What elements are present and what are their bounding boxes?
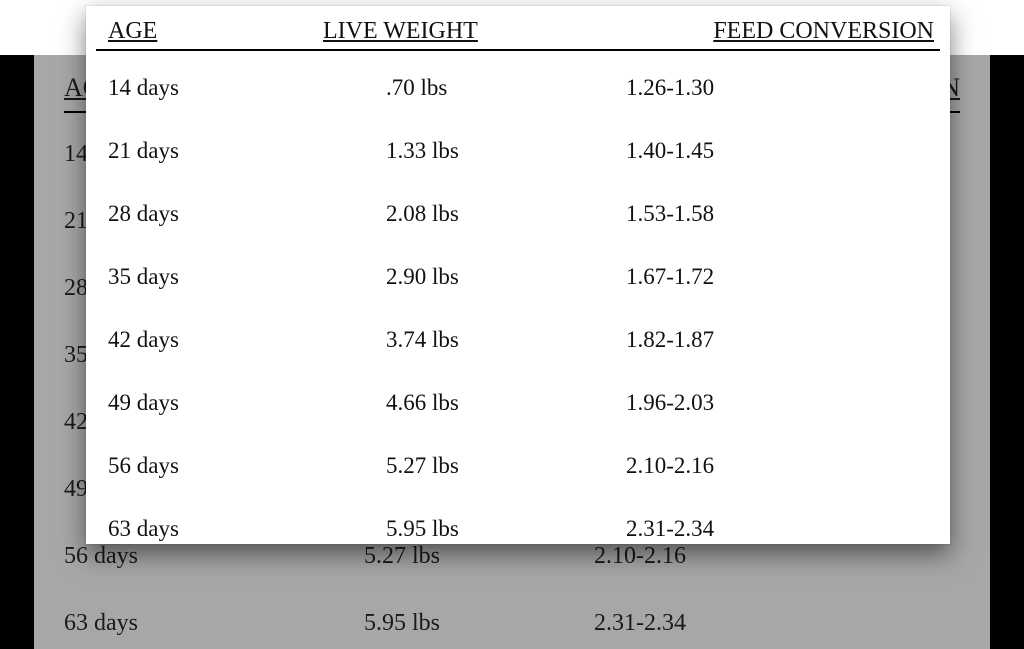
header-age: AGE [108, 18, 323, 45]
cell-weight: 2.90 lbs [386, 264, 626, 290]
cell-age: 56 days [108, 453, 386, 479]
header-rule [96, 49, 940, 51]
black-bar-right [990, 55, 1024, 649]
cell-weight: 1.33 lbs [386, 138, 626, 164]
cell-age: 42 days [108, 327, 386, 353]
cell-age: 49 days [108, 390, 386, 416]
header-weight: LIVE WEIGHT [323, 18, 603, 45]
table-row: 42 days 3.74 lbs 1.82-1.87 [108, 327, 934, 353]
bg-cell-conversion: 2.10-2.16 [594, 543, 960, 570]
cell-age: 21 days [108, 138, 386, 164]
table-row: 35 days 2.90 lbs 1.67-1.72 [108, 264, 934, 290]
bg-cell-age: 63 days [64, 610, 364, 637]
cell-age: 35 days [108, 264, 386, 290]
table-header: AGE LIVE WEIGHT FEED CONVERSION [108, 18, 934, 45]
cell-weight: 3.74 lbs [386, 327, 626, 353]
cell-conversion: 1.82-1.87 [626, 327, 934, 353]
table-row: 56 days 5.27 lbs 2.10-2.16 [108, 453, 934, 479]
bg-table-row: 63 days 5.95 lbs 2.31-2.34 [64, 610, 960, 637]
stage: AGE LIVE WEIGHT ON 14 21 28 35 42 [0, 0, 1024, 649]
cell-weight: 4.66 lbs [386, 390, 626, 416]
cell-weight: 5.27 lbs [386, 453, 626, 479]
table-row: 28 days 2.08 lbs 1.53-1.58 [108, 201, 934, 227]
bg-cell-conversion: 2.31-2.34 [594, 610, 960, 637]
table-row: 14 days .70 lbs 1.26-1.30 [108, 75, 934, 101]
cell-conversion: 1.53-1.58 [626, 201, 934, 227]
bg-cell-weight: 5.95 lbs [364, 610, 594, 637]
popup-panel: AGE LIVE WEIGHT FEED CONVERSION 14 days … [86, 6, 950, 544]
bg-cell-age: 56 days [64, 543, 364, 570]
cell-conversion: 1.40-1.45 [626, 138, 934, 164]
cell-age: 28 days [108, 201, 386, 227]
header-conversion: FEED CONVERSION [603, 18, 934, 45]
cell-weight: .70 lbs [386, 75, 626, 101]
cell-conversion: 1.67-1.72 [626, 264, 934, 290]
cell-age: 63 days [108, 516, 386, 542]
table-row: 49 days 4.66 lbs 1.96-2.03 [108, 390, 934, 416]
cell-age: 14 days [108, 75, 386, 101]
bg-cell-weight: 5.27 lbs [364, 543, 594, 570]
black-bar-left [0, 55, 34, 649]
cell-conversion: 1.26-1.30 [626, 75, 934, 101]
table-row: 63 days 5.95 lbs 2.31-2.34 [108, 516, 934, 542]
cell-conversion: 2.10-2.16 [626, 453, 934, 479]
cell-weight: 2.08 lbs [386, 201, 626, 227]
cell-weight: 5.95 lbs [386, 516, 626, 542]
cell-conversion: 2.31-2.34 [626, 516, 934, 542]
cell-conversion: 1.96-2.03 [626, 390, 934, 416]
bg-table-row: 56 days 5.27 lbs 2.10-2.16 [64, 543, 960, 570]
table-row: 21 days 1.33 lbs 1.40-1.45 [108, 138, 934, 164]
